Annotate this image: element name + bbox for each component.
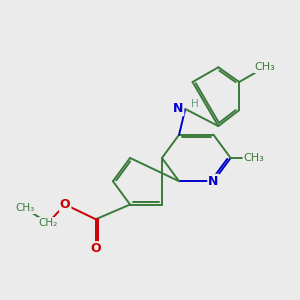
Text: H: H [191,99,199,109]
Text: CH₂: CH₂ [38,218,58,228]
Text: CH₃: CH₃ [254,62,275,72]
Text: O: O [60,198,70,211]
Text: CH₃: CH₃ [15,203,34,213]
Text: N: N [208,175,219,188]
Text: O: O [91,242,101,255]
Text: N: N [173,102,184,116]
Text: CH₃: CH₃ [244,153,264,163]
